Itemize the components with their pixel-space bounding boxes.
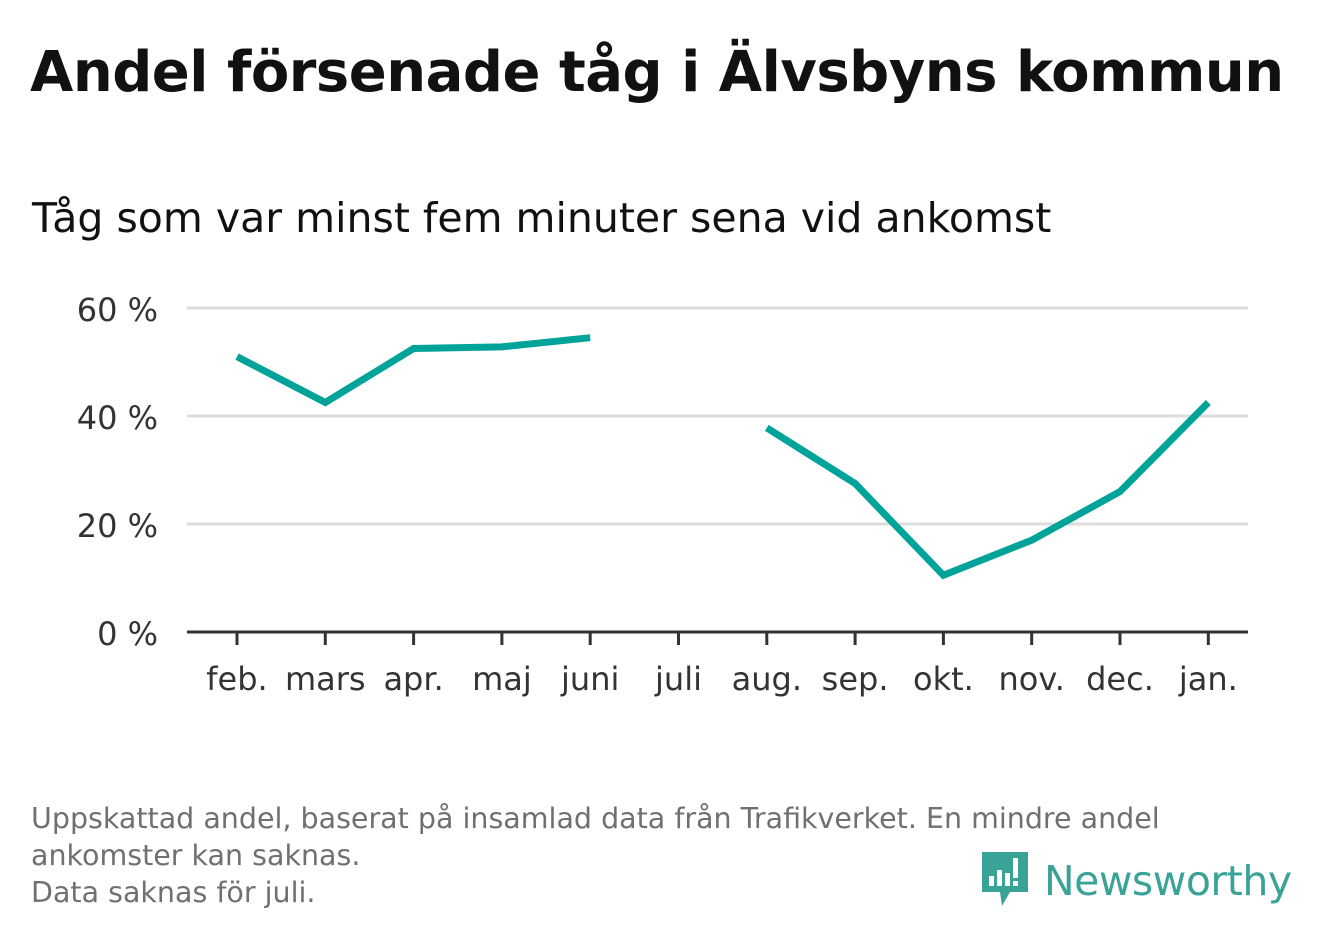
newsworthy-logo-icon	[980, 848, 1030, 914]
chart-title: Andel försenade tåg i Älvsbyns kommun	[30, 40, 1284, 105]
x-tick-label: okt.	[913, 660, 974, 698]
y-tick-label: 40 %	[77, 399, 158, 437]
brand-name: Newsworthy	[1044, 857, 1292, 905]
x-tick-label: jan.	[1178, 660, 1238, 698]
x-tick-label: sep.	[822, 660, 889, 698]
x-tick-label: maj	[472, 660, 532, 698]
x-tick-label: dec.	[1086, 660, 1154, 698]
x-tick-label: nov.	[998, 660, 1064, 698]
x-tick-label: apr.	[383, 660, 443, 698]
footnote-line-2: ankomster kan saknas.	[31, 839, 361, 872]
chart-subtitle: Tåg som var minst fem minuter sena vid a…	[32, 194, 1052, 242]
y-tick-label: 20 %	[77, 507, 158, 545]
y-axis-ticks: 0 % 20 % 40 % 60 %	[77, 291, 158, 653]
x-tick-label: juni	[560, 660, 619, 698]
series-line	[764, 400, 1211, 580]
x-tick-label: aug.	[732, 660, 802, 698]
brand-logo: Newsworthy	[980, 848, 1292, 914]
footnote-line-1: Uppskattad andel, baserat på insamlad da…	[31, 802, 1160, 835]
series-lines	[235, 334, 1211, 580]
x-tick-label: mars	[285, 660, 366, 698]
footnote-line-3: Data saknas för juli.	[31, 876, 316, 909]
footnote: Uppskattad andel, baserat på insamlad da…	[31, 800, 1291, 911]
gridlines	[187, 306, 1248, 526]
y-tick-label: 60 %	[77, 291, 158, 329]
x-tick-label: juli	[654, 660, 702, 698]
x-tick-label: feb.	[206, 660, 267, 698]
x-axis-ticks: feb. mars apr. maj juni juli aug. sep. okt. nov. d…	[187, 630, 1248, 698]
series-line	[235, 334, 591, 407]
y-tick-label: 0 %	[97, 615, 158, 653]
